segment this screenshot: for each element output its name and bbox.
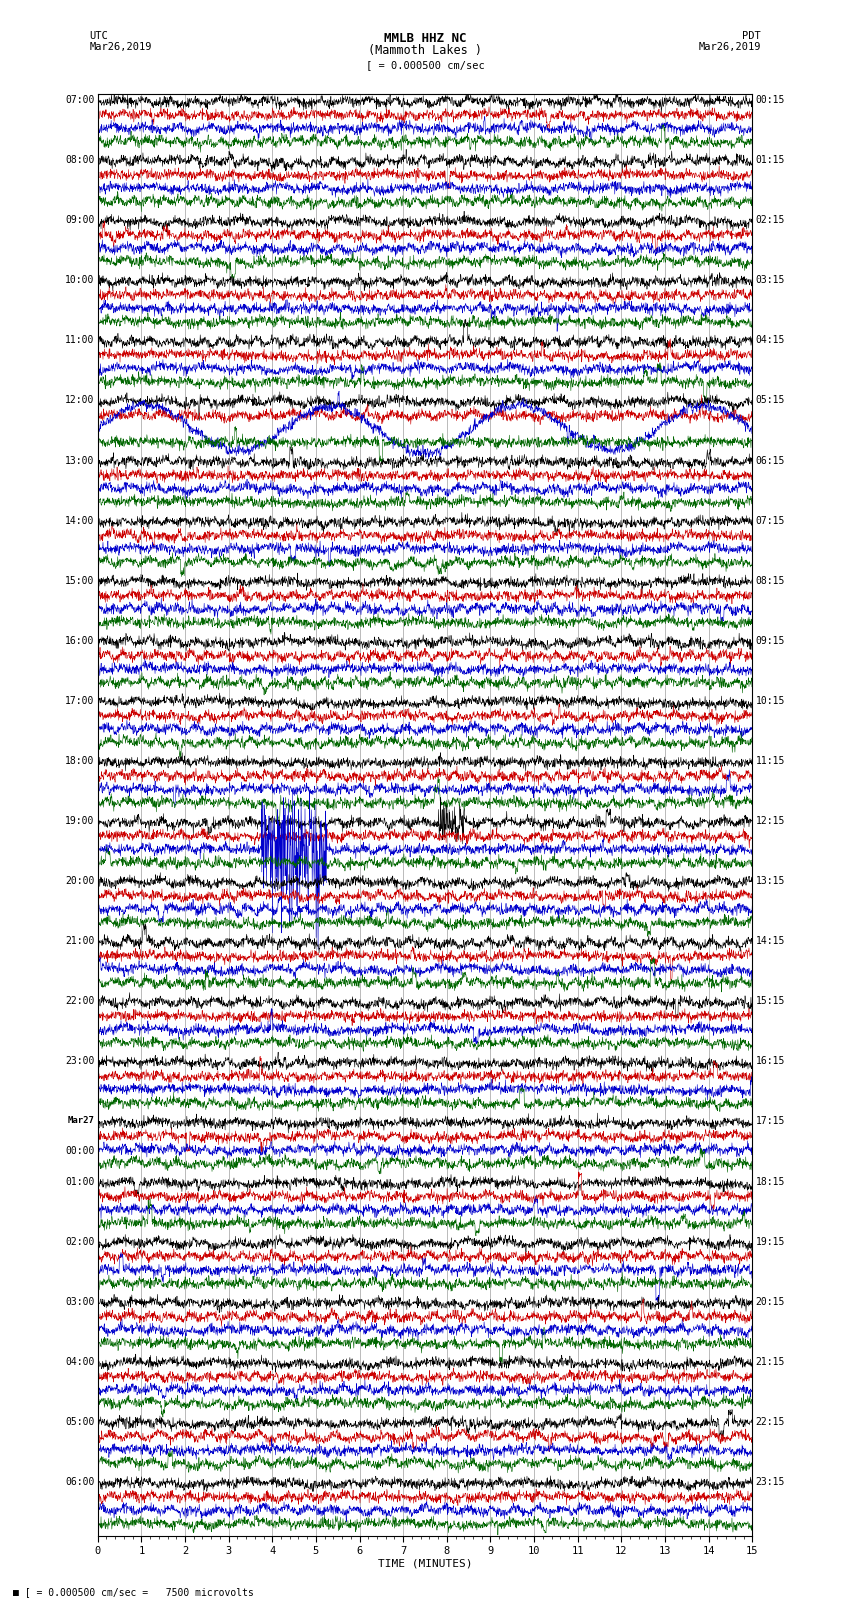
Text: 19:15: 19:15 xyxy=(756,1237,785,1247)
Text: 02:00: 02:00 xyxy=(65,1237,94,1247)
Text: 22:15: 22:15 xyxy=(756,1416,785,1428)
Text: 14:00: 14:00 xyxy=(65,516,94,526)
Text: 20:15: 20:15 xyxy=(756,1297,785,1307)
Text: 15:15: 15:15 xyxy=(756,997,785,1007)
Text: 13:00: 13:00 xyxy=(65,455,94,466)
Text: PDT: PDT xyxy=(742,31,761,40)
Text: 18:15: 18:15 xyxy=(756,1176,785,1187)
Text: 06:15: 06:15 xyxy=(756,455,785,466)
Text: 22:00: 22:00 xyxy=(65,997,94,1007)
Text: 20:00: 20:00 xyxy=(65,876,94,886)
Text: 10:15: 10:15 xyxy=(756,695,785,706)
Text: ■ [ = 0.000500 cm/sec =   7500 microvolts: ■ [ = 0.000500 cm/sec = 7500 microvolts xyxy=(13,1587,253,1597)
Text: 23:00: 23:00 xyxy=(65,1057,94,1066)
Text: 17:15: 17:15 xyxy=(756,1116,785,1126)
Text: 19:00: 19:00 xyxy=(65,816,94,826)
Text: 04:15: 04:15 xyxy=(756,336,785,345)
Text: 07:00: 07:00 xyxy=(65,95,94,105)
Text: 07:15: 07:15 xyxy=(756,516,785,526)
Text: 10:00: 10:00 xyxy=(65,276,94,286)
Text: 01:15: 01:15 xyxy=(756,155,785,165)
Text: 08:15: 08:15 xyxy=(756,576,785,586)
Text: 11:15: 11:15 xyxy=(756,756,785,766)
Text: 06:00: 06:00 xyxy=(65,1478,94,1487)
Text: 03:00: 03:00 xyxy=(65,1297,94,1307)
Text: 12:15: 12:15 xyxy=(756,816,785,826)
Text: MMLB HHZ NC: MMLB HHZ NC xyxy=(383,32,467,45)
Text: [ = 0.000500 cm/sec: [ = 0.000500 cm/sec xyxy=(366,60,484,69)
Text: Mar26,2019: Mar26,2019 xyxy=(698,42,761,52)
Text: 16:00: 16:00 xyxy=(65,636,94,645)
Text: (Mammoth Lakes ): (Mammoth Lakes ) xyxy=(368,44,482,56)
Text: 15:00: 15:00 xyxy=(65,576,94,586)
Text: Mar27: Mar27 xyxy=(68,1116,94,1126)
Text: 09:15: 09:15 xyxy=(756,636,785,645)
Text: 11:00: 11:00 xyxy=(65,336,94,345)
X-axis label: TIME (MINUTES): TIME (MINUTES) xyxy=(377,1558,473,1569)
Text: 17:00: 17:00 xyxy=(65,695,94,706)
Text: 23:15: 23:15 xyxy=(756,1478,785,1487)
Text: 08:00: 08:00 xyxy=(65,155,94,165)
Text: 14:15: 14:15 xyxy=(756,936,785,947)
Text: Mar26,2019: Mar26,2019 xyxy=(89,42,152,52)
Text: 21:00: 21:00 xyxy=(65,936,94,947)
Text: 04:00: 04:00 xyxy=(65,1357,94,1366)
Text: 21:15: 21:15 xyxy=(756,1357,785,1366)
Text: 18:00: 18:00 xyxy=(65,756,94,766)
Text: 16:15: 16:15 xyxy=(756,1057,785,1066)
Text: 00:00: 00:00 xyxy=(65,1147,94,1157)
Text: UTC: UTC xyxy=(89,31,108,40)
Text: 05:00: 05:00 xyxy=(65,1416,94,1428)
Text: 02:15: 02:15 xyxy=(756,215,785,226)
Text: 12:00: 12:00 xyxy=(65,395,94,405)
Text: 13:15: 13:15 xyxy=(756,876,785,886)
Text: 01:00: 01:00 xyxy=(65,1176,94,1187)
Text: 05:15: 05:15 xyxy=(756,395,785,405)
Text: 03:15: 03:15 xyxy=(756,276,785,286)
Text: 00:15: 00:15 xyxy=(756,95,785,105)
Text: 09:00: 09:00 xyxy=(65,215,94,226)
